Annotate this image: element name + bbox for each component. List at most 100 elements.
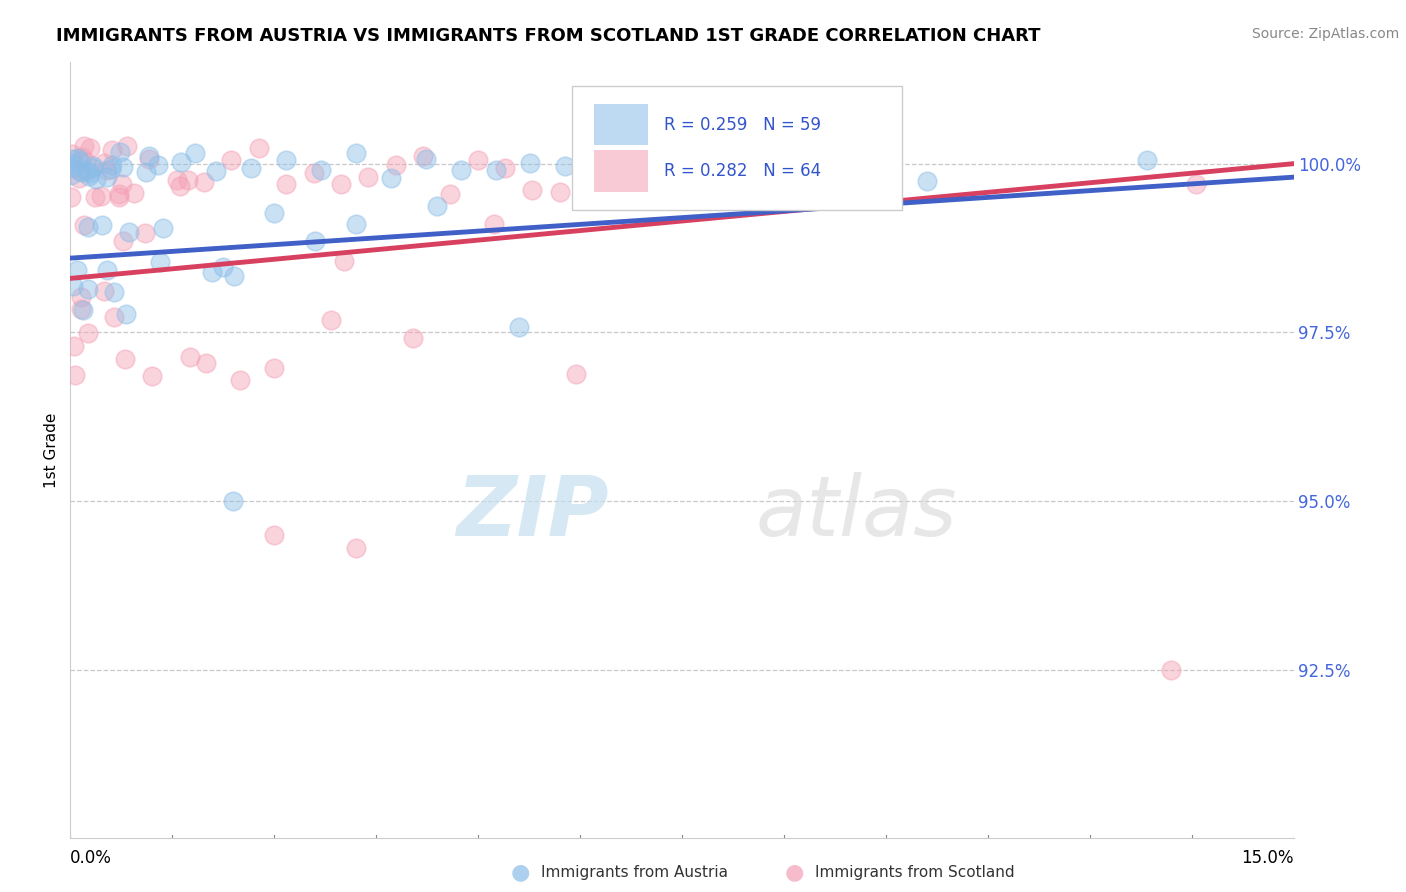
Point	[170, 154, 193, 169]
Point	[357, 169, 380, 184]
Point	[83, 190, 105, 204]
Point	[276, 178, 298, 192]
Point	[152, 220, 174, 235]
Point	[62, 279, 84, 293]
Point	[70, 164, 93, 178]
Point	[84, 172, 107, 186]
Point	[1160, 663, 1182, 677]
Point	[344, 146, 367, 161]
Point	[467, 153, 489, 168]
Point	[93, 285, 115, 299]
Point	[75, 164, 97, 178]
Point	[484, 162, 506, 177]
Point	[548, 185, 571, 199]
Point	[108, 190, 131, 204]
Point	[222, 494, 245, 508]
Point	[103, 310, 125, 325]
Point	[508, 319, 530, 334]
Point	[274, 153, 297, 167]
Point	[90, 218, 112, 232]
Point	[108, 186, 131, 201]
Point	[69, 164, 91, 178]
Point	[205, 164, 228, 178]
Text: Source: ZipAtlas.com: Source: ZipAtlas.com	[1251, 27, 1399, 41]
Text: ●: ●	[510, 863, 530, 882]
Point	[211, 260, 233, 274]
Point	[73, 138, 96, 153]
Point	[70, 150, 93, 164]
Point	[69, 290, 91, 304]
Text: ●: ●	[785, 863, 804, 882]
Point	[114, 351, 136, 366]
Text: 0.0%: 0.0%	[70, 848, 112, 867]
Point	[522, 183, 544, 197]
FancyBboxPatch shape	[572, 86, 903, 210]
Point	[194, 356, 217, 370]
Point	[752, 177, 775, 191]
Point	[79, 166, 101, 180]
Point	[66, 263, 89, 277]
FancyBboxPatch shape	[593, 150, 648, 192]
Point	[62, 152, 84, 166]
Point	[412, 149, 434, 163]
Point	[72, 303, 94, 318]
Point	[166, 173, 188, 187]
Point	[321, 313, 343, 327]
Point	[302, 166, 325, 180]
Point	[402, 331, 425, 345]
Point	[60, 190, 83, 204]
Point	[193, 176, 215, 190]
Point	[426, 199, 449, 213]
Point	[93, 156, 115, 170]
Point	[108, 145, 131, 159]
Point	[111, 177, 134, 191]
Text: Immigrants from Scotland: Immigrants from Scotland	[815, 865, 1015, 880]
Point	[224, 269, 246, 284]
Point	[201, 265, 224, 279]
Point	[329, 177, 352, 191]
Point	[309, 163, 332, 178]
Point	[179, 350, 201, 364]
Point	[101, 158, 124, 172]
Point	[915, 174, 938, 188]
Point	[519, 155, 541, 169]
Point	[554, 159, 576, 173]
Point	[229, 373, 252, 387]
Point	[77, 220, 100, 235]
Point	[263, 360, 285, 375]
Point	[122, 186, 145, 201]
Point	[96, 169, 118, 184]
Point	[247, 141, 270, 155]
Point	[304, 234, 326, 248]
Point	[1184, 177, 1206, 191]
Point	[415, 152, 437, 166]
Text: atlas: atlas	[755, 472, 957, 553]
FancyBboxPatch shape	[593, 103, 648, 145]
Point	[77, 326, 100, 341]
Point	[384, 158, 406, 172]
Point	[101, 143, 124, 157]
Text: IMMIGRANTS FROM AUSTRIA VS IMMIGRANTS FROM SCOTLAND 1ST GRADE CORRELATION CHART: IMMIGRANTS FROM AUSTRIA VS IMMIGRANTS FR…	[56, 27, 1040, 45]
Text: R = 0.282   N = 64: R = 0.282 N = 64	[664, 162, 821, 180]
Point	[169, 178, 191, 193]
Point	[380, 170, 402, 185]
Point	[135, 165, 157, 179]
Point	[138, 152, 160, 166]
Point	[450, 162, 472, 177]
Point	[69, 154, 91, 169]
Point	[75, 155, 97, 169]
Point	[138, 148, 160, 162]
Point	[100, 161, 122, 176]
Text: Immigrants from Austria: Immigrants from Austria	[541, 865, 728, 880]
Point	[344, 541, 367, 556]
Point	[103, 285, 125, 299]
Point	[63, 339, 86, 353]
Point	[62, 156, 84, 170]
Point	[65, 368, 87, 382]
Point	[115, 139, 138, 153]
Point	[112, 161, 135, 175]
Point	[333, 254, 356, 268]
Point	[565, 367, 588, 381]
Point	[60, 146, 83, 161]
Point	[134, 227, 156, 241]
